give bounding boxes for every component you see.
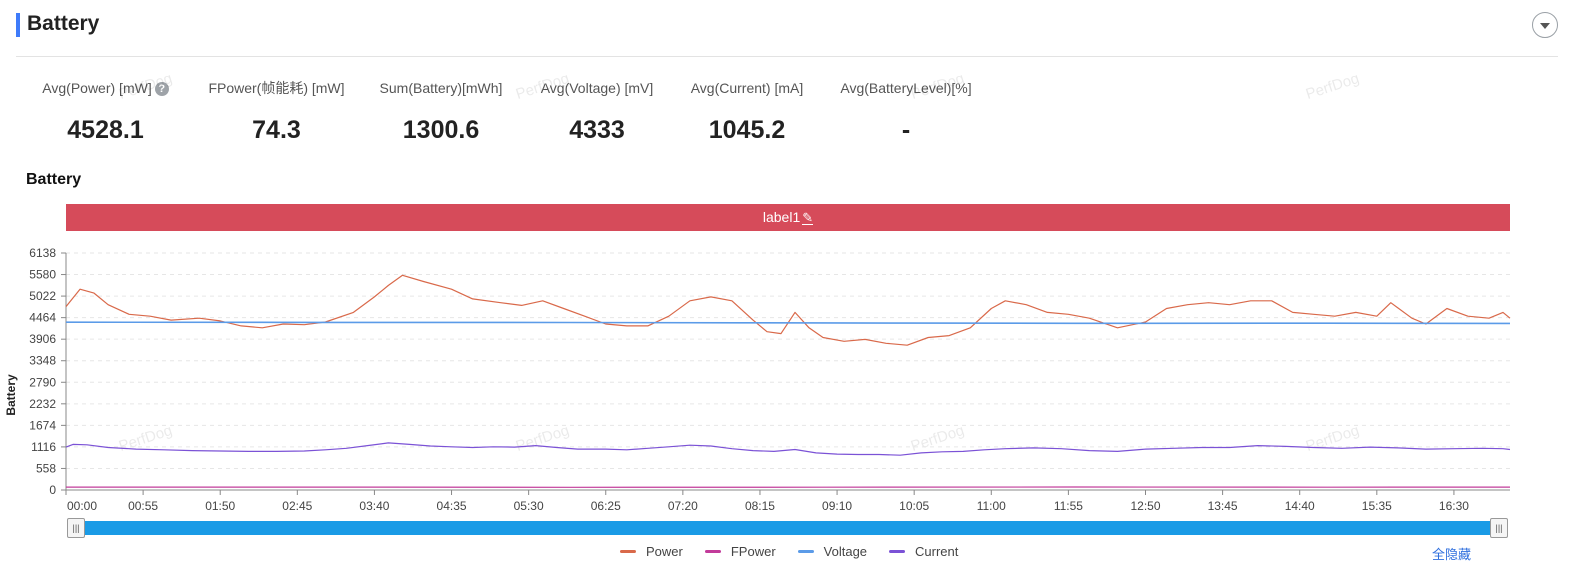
series-line-voltage bbox=[65, 321, 1511, 325]
x-tick-label: 11:55 bbox=[1054, 499, 1083, 513]
x-tick-label: 09:10 bbox=[822, 499, 852, 513]
y-tick-label: 4464 bbox=[29, 311, 56, 325]
header-divider bbox=[16, 56, 1558, 57]
stat-value: 4528.1 bbox=[67, 116, 144, 144]
legend-label: Power bbox=[646, 544, 683, 559]
legend-item-current[interactable]: Current bbox=[889, 544, 958, 559]
hide-all-toggle[interactable]: 全隐藏 bbox=[1432, 547, 1472, 562]
stat-avg-current: Avg(Current) [mA] 1045.2 bbox=[685, 78, 809, 145]
chart-title: Battery bbox=[26, 171, 82, 188]
legend-item-voltage[interactable]: Voltage bbox=[797, 544, 868, 559]
y-tick-label: 5022 bbox=[29, 289, 56, 303]
stat-avg-battery-level: Avg(BatteryLevel)[%] - bbox=[836, 78, 976, 145]
label-band[interactable]: label1 ✎ bbox=[66, 204, 1510, 231]
x-tick-label: 13:45 bbox=[1208, 499, 1238, 513]
stat-label: Avg(Power) [mW] bbox=[42, 80, 152, 96]
stat-sum-battery: Sum(Battery)[mWh] 1300.6 bbox=[374, 78, 508, 145]
x-tick-label: 11:00 bbox=[977, 499, 1006, 513]
x-tick-label: 14:40 bbox=[1285, 499, 1315, 513]
x-axis: 00:00 00:55 01:50 02:45 03:40 04:35 05:30 06:25… bbox=[65, 490, 1469, 513]
y-axis-label: Battery bbox=[4, 374, 18, 416]
y-tick-label: 1116 bbox=[31, 440, 56, 454]
x-tick-label: 08:15 bbox=[745, 499, 775, 513]
stat-label: Avg(BatteryLevel)[%] bbox=[840, 80, 972, 96]
stat-value: 1300.6 bbox=[402, 116, 480, 144]
chart-series bbox=[65, 274, 1511, 488]
help-icon[interactable]: ? bbox=[154, 82, 169, 96]
y-axis: 0 558 1116 1674 2232 2790 3348 3906 4464 5022 5580… bbox=[29, 246, 67, 497]
legend-label: FPower bbox=[730, 544, 776, 559]
pencil-icon[interactable]: ✎ bbox=[802, 210, 814, 225]
y-tick-label: 0 bbox=[49, 483, 56, 497]
x-tick-label: 15:35 bbox=[1362, 499, 1392, 513]
x-tick-label: 05:30 bbox=[514, 499, 544, 513]
legend-label: Current bbox=[915, 544, 959, 559]
stat-label: FPower(帧能耗) [mW] bbox=[208, 80, 345, 96]
chevron-down-icon bbox=[1540, 23, 1550, 29]
x-tick-label: 12:50 bbox=[1130, 499, 1160, 513]
y-tick-label: 6138 bbox=[29, 246, 56, 260]
stat-label: Avg(Current) [mA] bbox=[690, 80, 804, 96]
stat-label: Sum(Battery)[mWh] bbox=[379, 80, 503, 96]
x-tick-label: 07:20 bbox=[668, 499, 698, 513]
x-tick-label: 16:30 bbox=[1439, 499, 1469, 513]
legend-swatch bbox=[620, 550, 636, 553]
series-line-current bbox=[65, 442, 1511, 456]
y-tick-label: 1674 bbox=[29, 418, 56, 432]
x-tick-label: 00:00 bbox=[67, 499, 97, 513]
collapse-button[interactable] bbox=[1532, 12, 1558, 38]
range-slider-track[interactable] bbox=[72, 521, 1502, 535]
y-tick-label: 3906 bbox=[29, 332, 56, 346]
y-tick-label: 3348 bbox=[29, 354, 56, 368]
stat-avg-power: Avg(Power) [mW]? 4528.1 bbox=[38, 78, 173, 145]
section-accent-bar bbox=[16, 13, 20, 37]
stat-value: - bbox=[901, 116, 911, 144]
stat-value: 1045.2 bbox=[708, 116, 786, 144]
x-tick-label: 03:40 bbox=[359, 499, 389, 513]
x-tick-label: 01:50 bbox=[205, 499, 235, 513]
x-tick-label: 06:25 bbox=[591, 499, 621, 513]
legend-label: Voltage bbox=[823, 544, 868, 559]
series-line-power bbox=[65, 274, 1511, 346]
stat-value: 4333 bbox=[569, 116, 625, 144]
section-header: Battery bbox=[0, 0, 1585, 56]
section-title: Battery bbox=[27, 12, 100, 35]
legend-item-power[interactable]: Power bbox=[620, 544, 683, 559]
y-tick-label: 2232 bbox=[29, 397, 56, 411]
label-band-text: label1 bbox=[762, 209, 801, 225]
y-tick-label: 2790 bbox=[29, 375, 56, 389]
legend-swatch bbox=[889, 550, 906, 553]
x-tick-label: 02:45 bbox=[282, 499, 312, 513]
y-tick-label: 558 bbox=[36, 461, 56, 475]
range-slider-left-handle[interactable]: ||| bbox=[67, 518, 85, 538]
legend-item-fpower[interactable]: FPower bbox=[704, 544, 776, 559]
y-tick-label: 5580 bbox=[29, 268, 56, 282]
range-slider-right-handle[interactable]: ||| bbox=[1490, 518, 1508, 538]
stat-value: 74.3 bbox=[252, 116, 301, 144]
stat-label: Avg(Voltage) [mV] bbox=[540, 80, 654, 96]
legend-swatch bbox=[797, 550, 814, 553]
stat-avg-voltage: Avg(Voltage) [mV] 4333 bbox=[535, 78, 659, 145]
stat-fpower: FPower(帧能耗) [mW] 74.3 bbox=[204, 78, 349, 145]
x-tick-label: 00:55 bbox=[128, 499, 158, 513]
chart-grid bbox=[66, 252, 1510, 491]
legend-swatch bbox=[704, 550, 721, 553]
x-tick-label: 04:35 bbox=[437, 499, 467, 513]
x-tick-label: 10:05 bbox=[899, 499, 929, 513]
chart-legend: Power FPower Voltage Current bbox=[620, 544, 958, 559]
